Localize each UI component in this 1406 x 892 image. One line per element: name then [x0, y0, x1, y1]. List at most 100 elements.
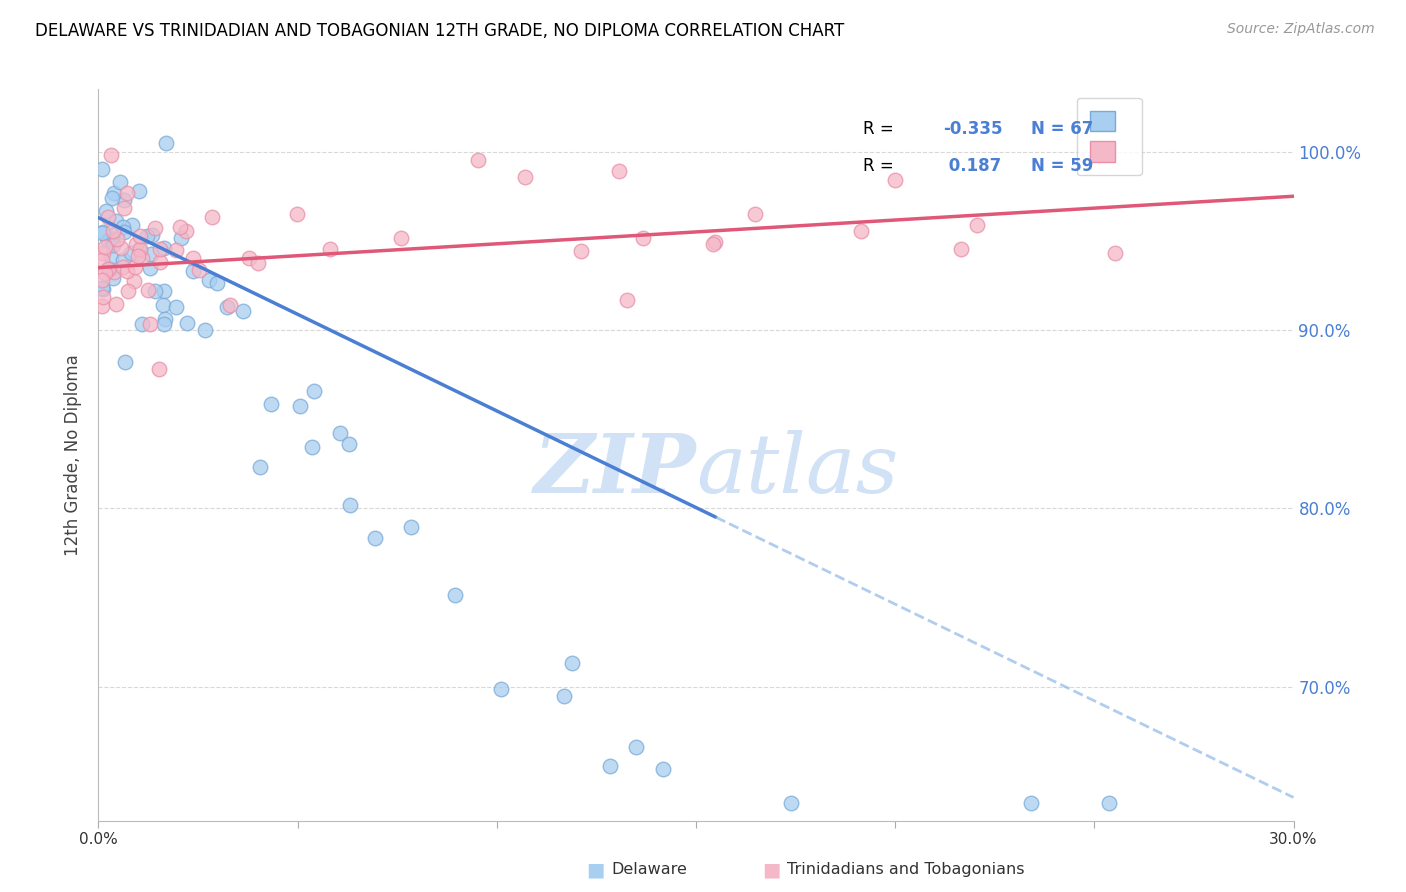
Point [91, 253, 114, 268]
Point [569, 244, 592, 258]
Point [117, 186, 139, 200]
Text: ■: ■ [586, 860, 605, 880]
Point [103, 265, 125, 279]
Point [101, 224, 124, 238]
Point [129, 229, 152, 244]
Point [561, 657, 583, 671]
Point [884, 173, 907, 187]
Point [103, 186, 125, 200]
Point [285, 207, 308, 221]
Point [607, 164, 630, 178]
Point [389, 231, 412, 245]
Point [174, 224, 197, 238]
Point [176, 316, 198, 330]
Point [949, 242, 972, 256]
Point [247, 256, 270, 270]
Point [364, 531, 387, 545]
Point [108, 175, 131, 189]
Text: N = 67: N = 67 [1031, 120, 1092, 138]
Point [337, 437, 360, 451]
Point [91, 246, 114, 260]
Text: Delaware: Delaware [612, 863, 688, 877]
Point [1019, 796, 1042, 810]
Y-axis label: 12th Grade, No Diploma: 12th Grade, No Diploma [65, 354, 83, 556]
Point [249, 459, 271, 474]
Point [703, 235, 725, 250]
Point [124, 237, 146, 252]
Point [98, 262, 121, 277]
Point [553, 689, 575, 703]
Point [127, 249, 149, 263]
Point [131, 252, 153, 266]
Point [153, 284, 176, 298]
Point [91, 226, 114, 240]
Point [101, 191, 124, 205]
Point [194, 323, 217, 337]
Point [201, 211, 224, 225]
Point [101, 271, 124, 285]
Point [100, 232, 122, 246]
Point [301, 440, 323, 454]
Point [121, 218, 143, 232]
Point [170, 231, 193, 245]
Point [181, 251, 204, 265]
Point [91, 282, 114, 296]
Point [100, 147, 122, 161]
Point [165, 243, 187, 257]
Point [139, 247, 162, 261]
Point [141, 227, 163, 242]
Point [91, 281, 114, 295]
Point [114, 355, 136, 369]
Text: atlas: atlas [696, 430, 898, 509]
Point [444, 588, 467, 602]
Point [112, 201, 135, 215]
Text: ■: ■ [762, 860, 780, 880]
Point [91, 225, 114, 239]
Text: Trinidadians and Tobagonians: Trinidadians and Tobagonians [787, 863, 1025, 877]
Point [152, 317, 174, 331]
Point [122, 274, 145, 288]
Text: R =: R = [863, 120, 900, 138]
Point [599, 758, 621, 772]
Point [197, 273, 219, 287]
Point [129, 244, 152, 258]
Point [138, 318, 160, 332]
Text: R =: R = [863, 157, 900, 175]
Point [215, 300, 238, 314]
Point [232, 303, 254, 318]
Point [218, 298, 240, 312]
Point [115, 264, 138, 278]
Point [152, 298, 174, 312]
Point [110, 241, 132, 255]
Point [205, 276, 228, 290]
Text: ZIP: ZIP [533, 430, 696, 509]
Point [155, 136, 177, 150]
Point [136, 283, 159, 297]
Point [318, 243, 340, 257]
Point [139, 260, 162, 275]
Point [128, 242, 150, 256]
Point [467, 153, 489, 168]
Point [851, 223, 873, 237]
Point [114, 225, 136, 239]
Point [651, 762, 673, 776]
Point [120, 245, 142, 260]
Point [136, 228, 159, 243]
Text: -0.335: -0.335 [943, 120, 1002, 138]
Point [780, 796, 803, 810]
Text: 0.187: 0.187 [943, 157, 1001, 175]
Point [966, 219, 988, 233]
Point [111, 260, 134, 275]
Point [91, 273, 114, 287]
Point [155, 312, 177, 326]
Point [100, 251, 122, 265]
Point [401, 520, 423, 534]
Point [149, 243, 172, 257]
Point [143, 221, 166, 235]
Point [624, 739, 647, 754]
Text: DELAWARE VS TRINIDADIAN AND TOBAGONIAN 12TH GRADE, NO DIPLOMA CORRELATION CHART: DELAWARE VS TRINIDADIAN AND TOBAGONIAN 1… [35, 22, 845, 40]
Point [515, 170, 537, 185]
Point [104, 214, 127, 228]
Point [288, 399, 311, 413]
Point [631, 231, 654, 245]
